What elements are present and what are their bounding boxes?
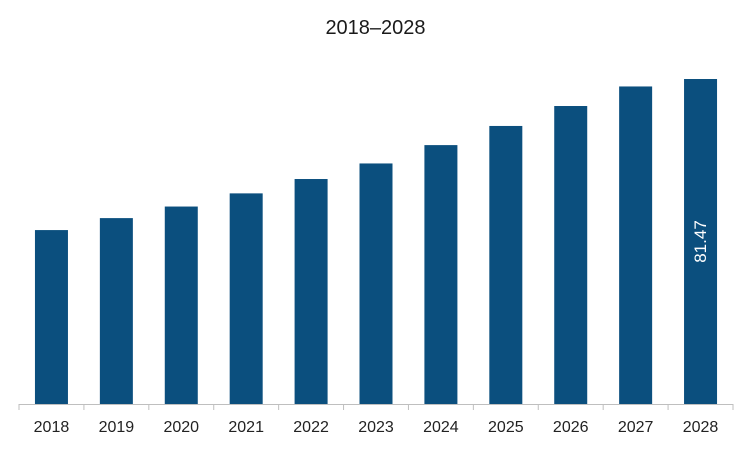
bar-2026 [554, 106, 588, 404]
bar-2028 [684, 79, 718, 404]
x-tick-label: 2025 [488, 419, 524, 436]
x-tick-label: 2024 [423, 419, 459, 436]
data-label-2028: 81.47 [691, 220, 710, 263]
bar-2023 [359, 163, 393, 404]
x-axis: 2018 2019 2020 2021 2022 2023 2024 2025 2026 2027… [18, 404, 734, 436]
x-tick-label: 2022 [293, 419, 329, 436]
x-tick-label: 2028 [683, 419, 719, 436]
bar-2024 [424, 145, 458, 404]
bar-2025 [489, 125, 523, 404]
bar-2027 [619, 86, 653, 405]
bars-group [34, 79, 718, 405]
bar-2018 [34, 230, 68, 404]
chart-title: 2018–2028 [325, 17, 426, 39]
x-tick-label: 2023 [358, 419, 394, 436]
x-tick-label: 2018 [34, 419, 70, 436]
x-tick-label: 2026 [553, 419, 589, 436]
x-tick-label: 2019 [99, 419, 135, 436]
x-tick-label: 2020 [163, 419, 199, 436]
data-labels-group: 81.47 [691, 220, 710, 263]
bar-2020 [164, 206, 198, 404]
bar-2022 [294, 179, 328, 404]
bar-2019 [99, 218, 133, 404]
bar-2021 [229, 193, 263, 404]
x-tick-label: 2027 [618, 419, 654, 436]
x-tick-label: 2021 [228, 419, 264, 436]
